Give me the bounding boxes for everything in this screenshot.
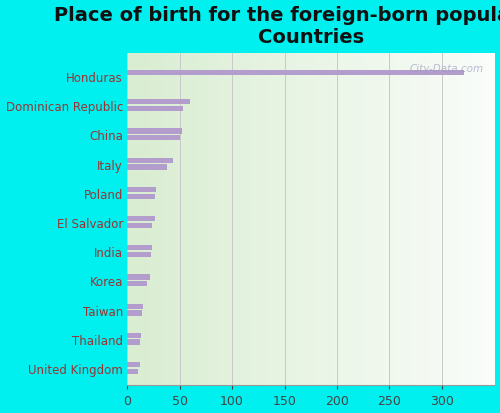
Bar bbox=[127, 304, 143, 309]
Bar bbox=[127, 369, 138, 374]
Bar bbox=[127, 333, 140, 338]
Bar bbox=[127, 165, 167, 170]
Bar bbox=[127, 339, 140, 345]
Bar bbox=[127, 252, 151, 258]
Bar bbox=[127, 100, 190, 105]
Bar bbox=[127, 194, 156, 199]
Bar bbox=[127, 188, 156, 192]
Bar bbox=[127, 158, 174, 164]
Bar bbox=[127, 311, 142, 316]
Bar bbox=[127, 136, 180, 141]
Bar bbox=[127, 246, 152, 251]
Bar bbox=[127, 275, 150, 280]
Bar bbox=[127, 223, 152, 228]
Bar bbox=[127, 281, 147, 287]
Bar bbox=[127, 129, 182, 134]
Bar bbox=[127, 216, 156, 222]
Bar bbox=[127, 107, 182, 112]
Text: City-Data.com: City-Data.com bbox=[410, 64, 484, 74]
Bar bbox=[127, 362, 140, 367]
Title: Place of birth for the foreign-born population -
Countries: Place of birth for the foreign-born popu… bbox=[54, 5, 500, 46]
Bar bbox=[127, 71, 464, 76]
